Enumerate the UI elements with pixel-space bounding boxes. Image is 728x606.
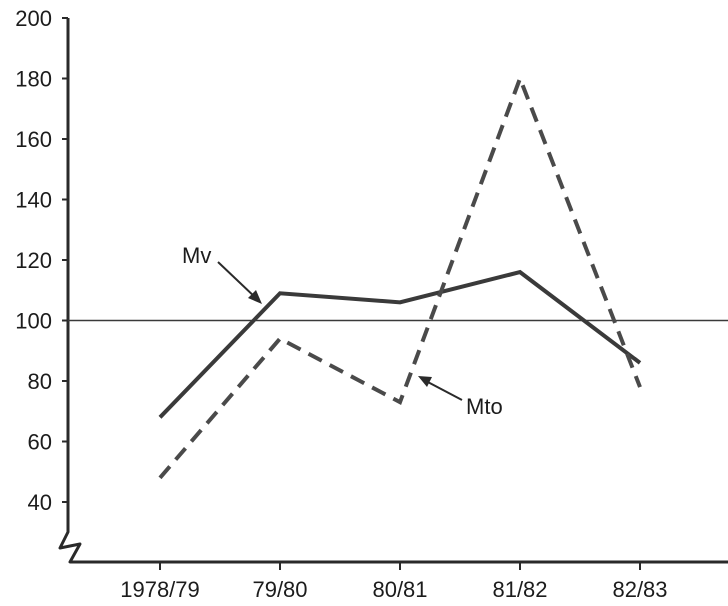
- mto-annotation-arrow: [423, 379, 463, 401]
- x-tick-label: 1978/79: [120, 577, 200, 602]
- y-tick-label: 100: [15, 309, 52, 334]
- mv-arrowhead-icon: [248, 290, 262, 304]
- y-tick-label: 60: [28, 430, 52, 455]
- mv-annotation-label: Mv: [182, 243, 211, 268]
- y-tick-label: 40: [28, 490, 52, 515]
- x-ticks: 1978/79 79/80 80/81 81/82 82/83: [120, 562, 668, 602]
- y-tick-label: 120: [15, 248, 52, 273]
- axes: [58, 18, 728, 564]
- y-tick-label: 200: [15, 6, 52, 31]
- y-tick-label: 180: [15, 67, 52, 92]
- y-axis-line: [58, 18, 728, 564]
- x-tick-label: 80/81: [372, 577, 427, 602]
- y-tick-label: 80: [28, 369, 52, 394]
- x-tick-label: 82/83: [612, 577, 667, 602]
- mto-arrowhead-icon: [418, 376, 432, 387]
- series-line-mto: [158, 72, 642, 480]
- annotations: Mv Mto: [182, 243, 503, 419]
- series-lines: [158, 72, 642, 480]
- y-tick-label: 140: [15, 188, 52, 213]
- x-tick-label: 79/80: [252, 577, 307, 602]
- mto-annotation-label: Mto: [466, 394, 503, 419]
- y-ticks: 40 60 80 100 120 140 160 180 200: [15, 6, 68, 515]
- mv-annotation-arrow: [217, 261, 259, 301]
- y-tick-label: 160: [15, 127, 52, 152]
- x-tick-label: 81/82: [492, 577, 547, 602]
